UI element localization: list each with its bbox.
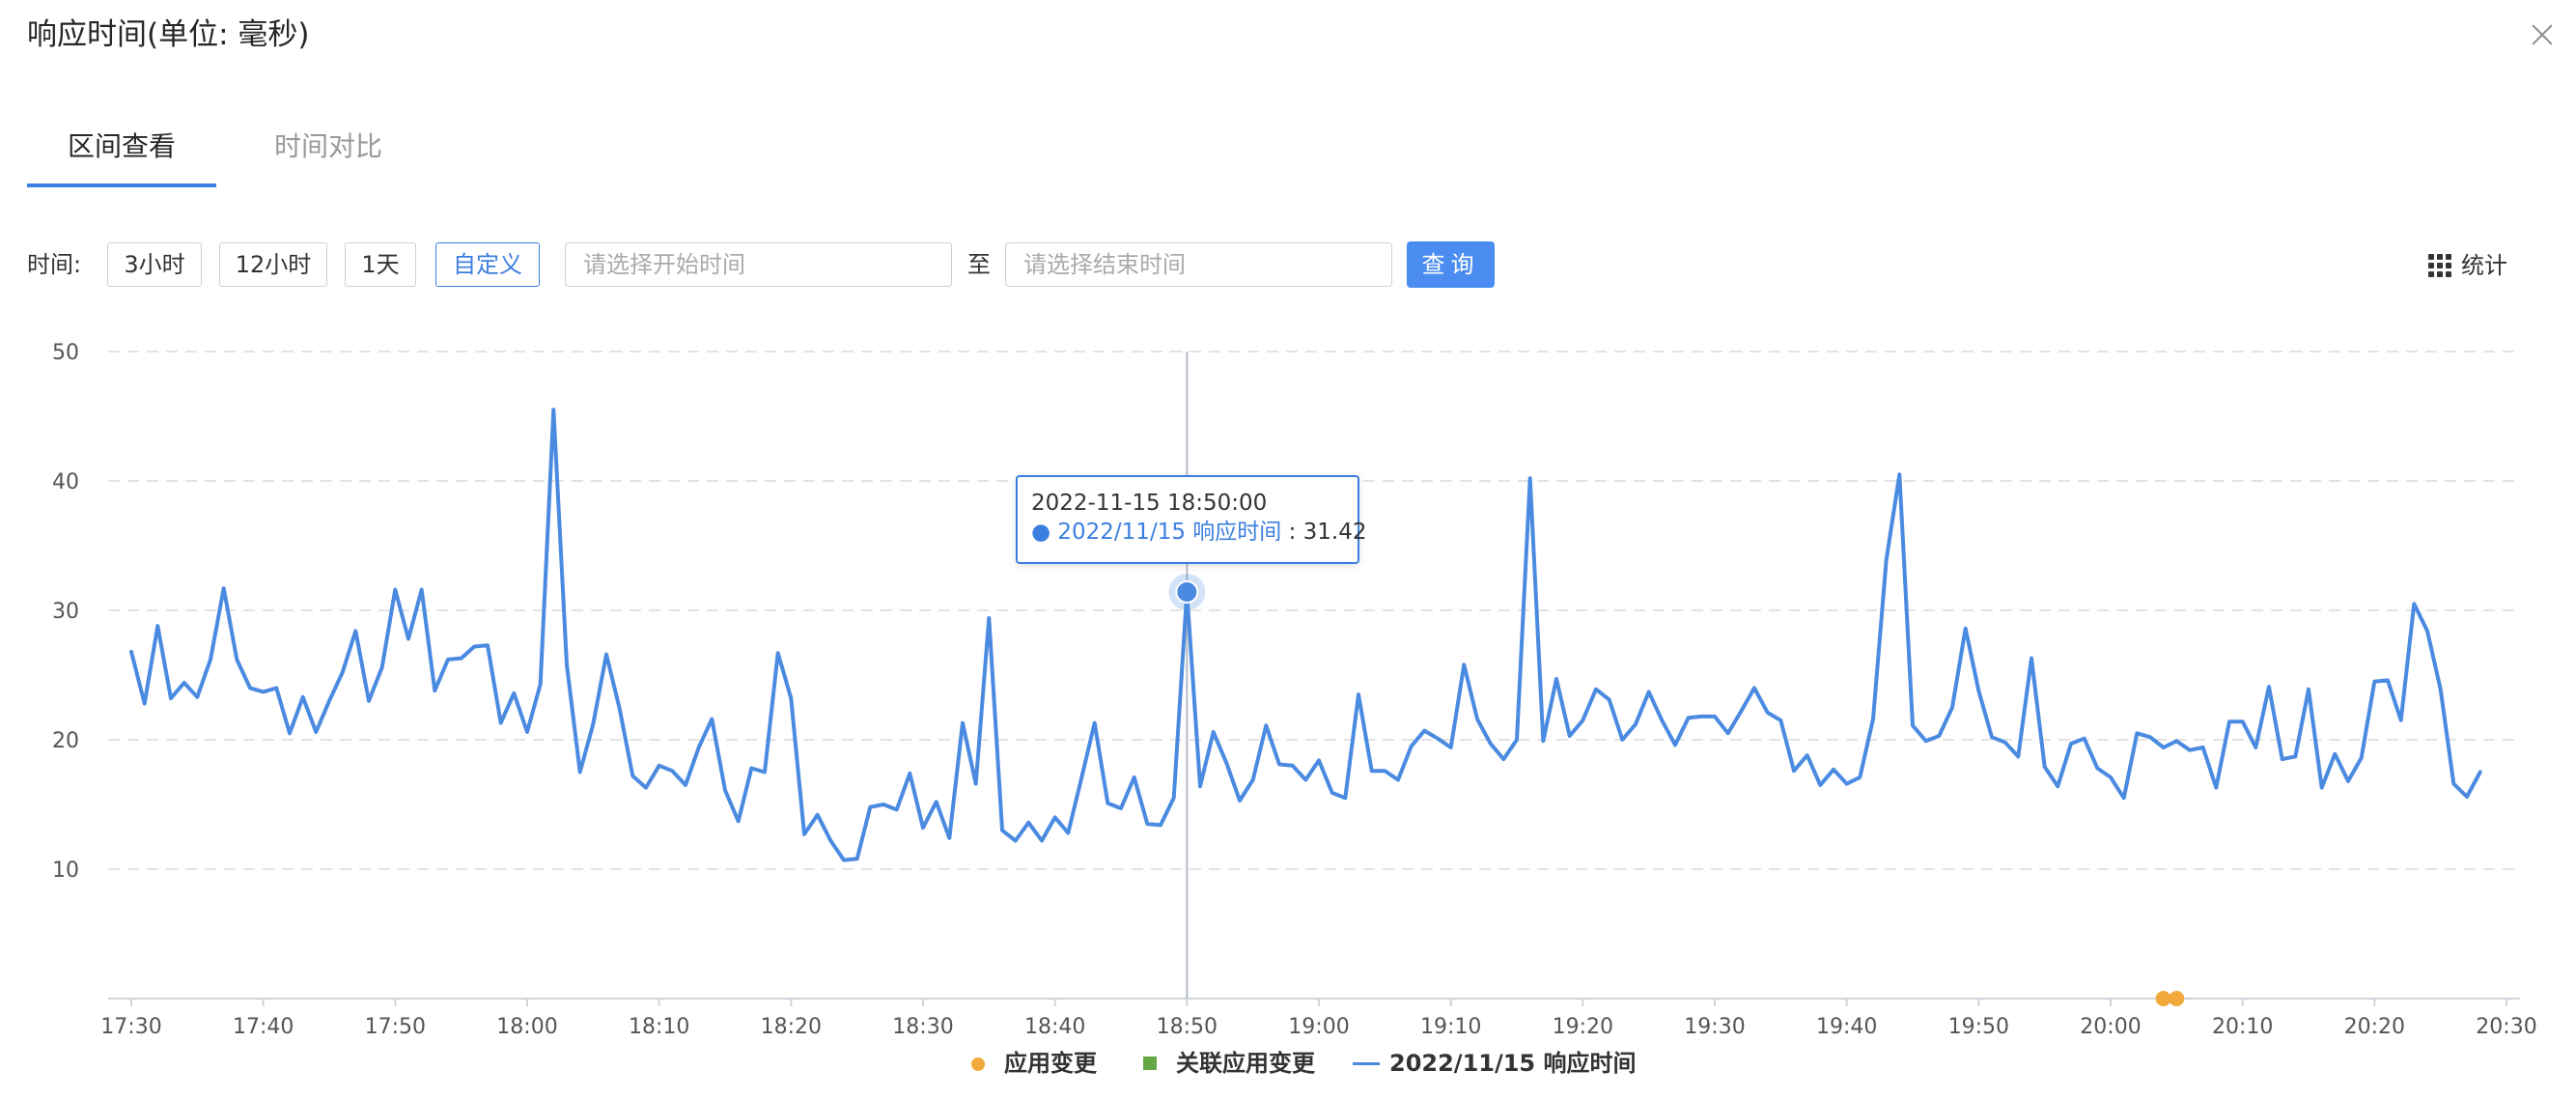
end-time-input[interactable]: 请选择结束时间 [1005, 242, 1392, 287]
grid-icon [2428, 254, 2451, 277]
range-button-custom[interactable]: 自定义 [435, 242, 540, 287]
legend-label: 2022/11/15 响应时间 [1389, 1050, 1637, 1077]
app-change-marker [2155, 991, 2171, 1006]
stats-label: 统计 [2461, 252, 2507, 279]
tooltip-time: 2022-11-15 18:50:00 [1031, 491, 1268, 516]
range-button-3h[interactable]: 3小时 [107, 242, 202, 287]
y-tick-label: 40 [52, 470, 79, 494]
x-tick-label: 18:10 [629, 1015, 689, 1039]
legend-square-icon [1143, 1057, 1157, 1070]
y-tick-label: 30 [52, 600, 79, 624]
x-tick-label: 20:30 [2476, 1015, 2536, 1039]
x-tick-label: 19:50 [1948, 1015, 2009, 1039]
series-line-response-time [129, 408, 2482, 862]
x-tick-label: 17:30 [100, 1015, 161, 1039]
tooltip-separator: : [1281, 520, 1303, 545]
chart-tooltip: 2022-11-15 18:50:00 ● 2022/11/15 响应时间 : … [1016, 475, 1367, 564]
x-tick-label: 19:10 [1420, 1015, 1481, 1039]
x-tick-label: 18:30 [892, 1015, 953, 1039]
app-change-marker [2169, 991, 2185, 1006]
x-tick-label: 18:40 [1024, 1015, 1085, 1039]
legend-label: 关联应用变更 [1176, 1050, 1315, 1077]
start-time-input[interactable]: 请选择开始时间 [565, 242, 952, 287]
y-tick-label: 20 [52, 729, 79, 753]
tab-range-view[interactable]: 区间查看 [67, 130, 176, 162]
legend-dot-icon [971, 1057, 985, 1071]
x-tick-label: 18:00 [496, 1015, 557, 1039]
legend-label: 应用变更 [1004, 1050, 1097, 1077]
tab-time-compare[interactable]: 时间对比 [273, 130, 382, 162]
dialog-title: 响应时间(单位: 毫秒) [27, 17, 310, 52]
x-tick-label: 20:20 [2344, 1015, 2405, 1039]
x-tick-label: 19:40 [1816, 1015, 1877, 1039]
tab-active-indicator [27, 183, 216, 187]
x-tick-label: 20:00 [2080, 1015, 2141, 1039]
range-button-1d[interactable]: 1天 [345, 242, 416, 287]
x-tick-label: 19:20 [1553, 1015, 1613, 1039]
tooltip-series: 2022/11/15 响应时间 [1057, 520, 1282, 545]
to-label: 至 [967, 251, 991, 278]
y-tick-label: 50 [52, 341, 79, 365]
toolbar: 时间: 3小时 12小时 1天 自定义 请选择开始时间 至 请选择结束时间 查询… [27, 241, 2557, 290]
y-tick-label: 10 [52, 859, 79, 883]
x-tick-label: 19:30 [1684, 1015, 1745, 1039]
query-button[interactable]: 查询 [1407, 241, 1495, 288]
time-label: 时间: [27, 251, 82, 278]
x-tick-label: 18:50 [1157, 1015, 1218, 1039]
highlight-point [1175, 579, 1199, 604]
x-tick-label: 18:20 [761, 1015, 822, 1039]
x-tick-label: 17:50 [365, 1015, 426, 1039]
range-button-12h[interactable]: 12小时 [219, 242, 327, 287]
tooltip-row: ● 2022/11/15 响应时间 : 31.42 [1031, 520, 1367, 545]
chart-legend: 应用变更 关联应用变更 2022/11/15 响应时间 [971, 1049, 1636, 1078]
tooltip-value: 31.42 [1302, 520, 1367, 545]
legend-line-icon [1353, 1062, 1380, 1065]
x-tick-label: 20:10 [2212, 1015, 2273, 1039]
x-tick-label: 19:00 [1288, 1015, 1349, 1039]
x-tick-label: 17:40 [233, 1015, 294, 1039]
